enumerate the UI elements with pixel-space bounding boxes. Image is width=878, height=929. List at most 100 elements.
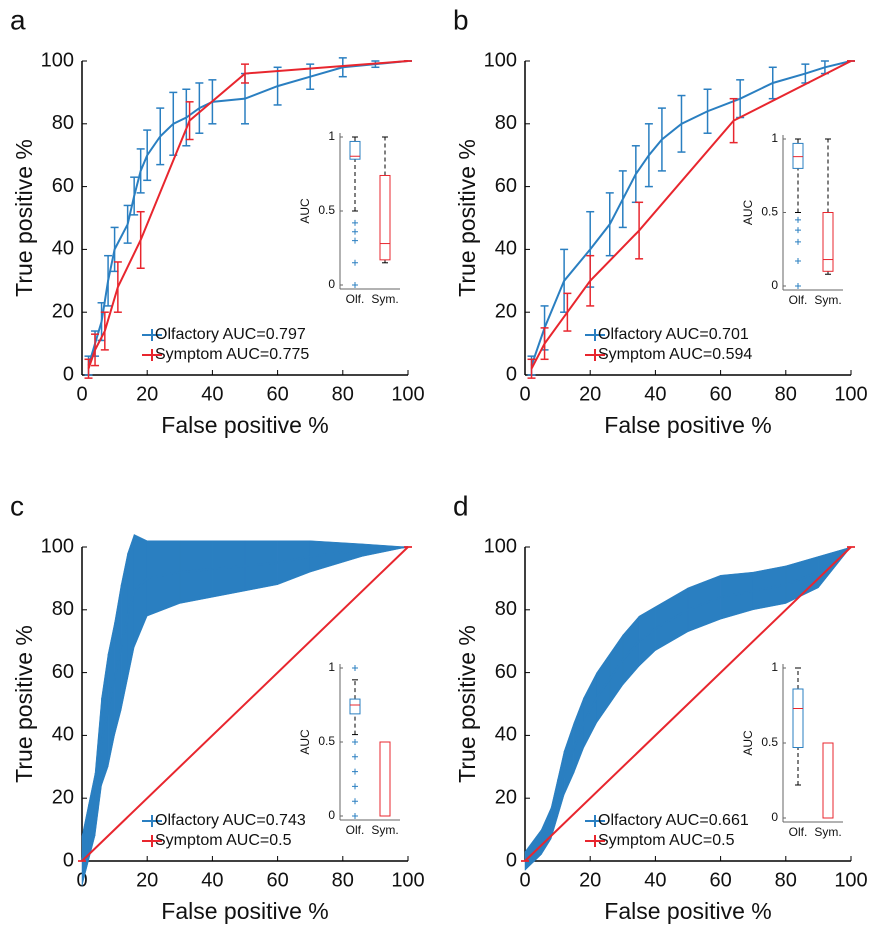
x-tick-label: 100 (834, 869, 867, 891)
legend-label: Olfactory AUC=0.797 (155, 326, 306, 343)
outlier (795, 216, 801, 223)
legend-label: Symptom AUC=0.5 (598, 832, 735, 849)
legend-label: Symptom AUC=0.775 (155, 346, 309, 363)
x-tick-label: 80 (332, 383, 354, 405)
inset-y-tick-label: 0.5 (761, 735, 778, 749)
y-tick-label: 60 (52, 661, 74, 683)
y-tick-label: 100 (484, 49, 517, 71)
inset-category-label: Sym. (814, 293, 841, 307)
y-tick-label: 60 (495, 175, 517, 197)
panel-label: a (10, 4, 26, 35)
y-axis-label: True positive % (11, 139, 37, 297)
panel-label: c (10, 490, 24, 521)
legend-label: Olfactory AUC=0.743 (155, 812, 306, 829)
outlier (352, 259, 358, 266)
outlier (352, 783, 358, 790)
y-tick-label: 0 (63, 849, 74, 871)
legend-label: Olfactory AUC=0.661 (598, 812, 749, 829)
y-tick-label: 0 (506, 849, 517, 871)
inset-y-label: AUC (298, 198, 312, 224)
x-tick-label: 80 (775, 869, 797, 891)
box (349, 698, 361, 715)
x-tick-label: 0 (519, 383, 530, 405)
x-tick-label: 40 (644, 869, 666, 891)
x-tick-label: 60 (709, 869, 731, 891)
y-axis-label: True positive % (454, 625, 480, 783)
x-tick-label: 40 (644, 383, 666, 405)
x-tick-label: 20 (136, 869, 158, 891)
x-axis-label: False positive % (161, 412, 328, 438)
roc-line (87, 60, 409, 370)
outlier (352, 228, 358, 235)
y-tick-label: 20 (52, 786, 74, 808)
y-tick-label: 40 (495, 238, 517, 260)
y-tick-label: 60 (52, 175, 74, 197)
inset-category-label: Olf. (346, 292, 365, 306)
panel: a 0 20 40 60 80 100 0 20 40 60 80 100 False positive … (10, 4, 425, 438)
box (792, 688, 804, 748)
inset-y-tick-label: 1 (328, 129, 335, 143)
box (822, 212, 834, 272)
panel-label: b (453, 4, 469, 35)
x-axis-label: False positive % (604, 898, 771, 924)
outlier (795, 227, 801, 234)
error-band (133, 534, 148, 648)
x-tick-label: 100 (834, 383, 867, 405)
x-tick-label: 100 (391, 869, 424, 891)
box (379, 174, 391, 261)
y-tick-label: 100 (484, 535, 517, 557)
legend-label: Symptom AUC=0.5 (155, 832, 292, 849)
error-band (785, 556, 819, 604)
x-tick-label: 0 (519, 869, 530, 891)
roc-line (530, 60, 852, 370)
y-tick-label: 80 (52, 598, 74, 620)
y-tick-label: 80 (495, 112, 517, 134)
error-band (638, 606, 656, 667)
outlier (352, 753, 358, 760)
outlier (795, 238, 801, 245)
inset-category-label: Sym. (814, 825, 841, 839)
roc-line (524, 546, 852, 862)
x-tick-label: 20 (136, 383, 158, 405)
inset-y-tick-label: 0 (771, 810, 778, 824)
inset-category-label: Sym. (371, 823, 398, 837)
inset-category-label: Olf. (789, 825, 808, 839)
y-tick-label: 100 (41, 49, 74, 71)
outlier (352, 282, 358, 288)
panel-label: d (453, 490, 469, 521)
roc-line (530, 60, 852, 366)
x-tick-label: 60 (266, 383, 288, 405)
roc-line (81, 546, 409, 862)
inset-y-tick-label: 0.5 (318, 734, 335, 748)
inset-y-tick-label: 1 (328, 660, 335, 674)
y-tick-label: 20 (495, 300, 517, 322)
box (379, 741, 391, 817)
outlier (352, 798, 358, 805)
legend-label: Olfactory AUC=0.701 (598, 326, 749, 343)
x-tick-label: 80 (332, 869, 354, 891)
outlier (352, 739, 358, 745)
inset-y-tick-label: 0 (771, 278, 778, 292)
inset-y-tick-label: 0 (328, 808, 335, 822)
inset-category-label: Sym. (371, 292, 398, 306)
panel: b 0 20 40 60 80 100 0 20 40 60 80 100 False positive … (453, 4, 868, 438)
inset-y-label: AUC (298, 729, 312, 755)
x-tick-label: 40 (201, 869, 223, 891)
x-tick-label: 20 (579, 383, 601, 405)
inset-y-tick-label: 1 (771, 131, 778, 145)
y-tick-label: 80 (52, 112, 74, 134)
x-tick-label: 60 (266, 869, 288, 891)
inset-category-label: Olf. (346, 823, 365, 837)
panel: d 0 20 40 60 80 100 0 20 40 60 80 100 False positive … (453, 490, 868, 924)
x-tick-label: 0 (76, 383, 87, 405)
inset-y-label: AUC (741, 200, 755, 226)
y-tick-label: 80 (495, 598, 517, 620)
error-band (524, 828, 542, 872)
y-tick-label: 0 (63, 363, 74, 385)
x-tick-label: 100 (391, 383, 424, 405)
y-axis-label: True positive % (11, 625, 37, 783)
roc-line (81, 546, 409, 862)
inset-y-tick-label: 0.5 (761, 205, 778, 219)
